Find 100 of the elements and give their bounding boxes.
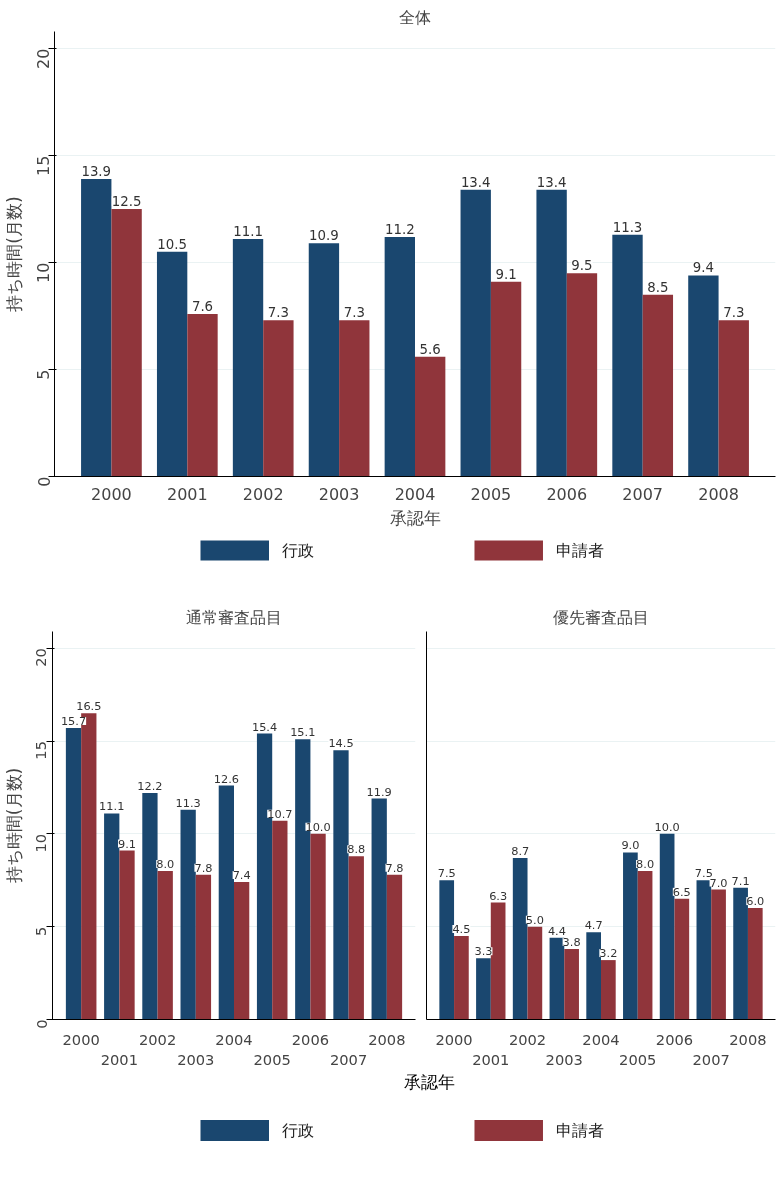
x-tick-label: 2008 — [729, 1030, 767, 1048]
chart-title: 優先審査品目 — [553, 607, 649, 627]
bar — [659, 833, 675, 1020]
data-label: 9.5 — [571, 258, 593, 274]
data-label: 7.3 — [267, 305, 289, 321]
data-label: 12.2 — [137, 779, 163, 794]
data-label: 16.5 — [76, 699, 102, 714]
y-axis-title: 持ち時間(月数) — [3, 196, 24, 312]
bar — [674, 898, 690, 1020]
data-label: 7.4 — [232, 868, 251, 883]
bar — [711, 889, 726, 1020]
data-label: 7.3 — [343, 305, 365, 321]
bar — [733, 887, 748, 1020]
x-tick-label: 2006 — [291, 1030, 330, 1048]
x-axis-title: 承認年 — [403, 1072, 455, 1092]
data-label: 13.9 — [81, 164, 112, 180]
data-label: 8.8 — [347, 842, 366, 857]
data-label: 9.4 — [692, 260, 715, 276]
y-tick-label: 20 — [32, 648, 50, 667]
x-tick-label: 2005 — [470, 484, 512, 504]
x-tick-label: 2001 — [100, 1050, 139, 1068]
data-label: 3.2 — [599, 946, 618, 961]
data-label: 7.5 — [694, 866, 713, 881]
x-tick-label: 2003 — [318, 484, 360, 504]
x-tick-label: 2000 — [435, 1030, 473, 1048]
data-label: 8.0 — [636, 856, 655, 871]
data-label: 10.0 — [305, 819, 331, 834]
x-tick-label: 2000 — [62, 1030, 100, 1048]
data-label: 11.3 — [612, 219, 643, 235]
x-tick-label: 2002 — [242, 484, 284, 504]
data-label: 15.1 — [290, 725, 316, 740]
data-label: 13.4 — [536, 174, 567, 190]
data-label: 12.6 — [213, 771, 239, 786]
bar — [476, 958, 491, 1020]
y-tick-label: 15 — [32, 741, 50, 760]
x-tick-label: 2000 — [91, 484, 132, 504]
data-label: 4.7 — [584, 918, 603, 933]
bar — [586, 932, 601, 1020]
y-tick-label: 0 — [32, 1019, 50, 1029]
data-label: 3.3 — [474, 944, 493, 959]
data-label: 9.1 — [118, 836, 137, 851]
y-tick-label: 5 — [32, 926, 50, 936]
legend-label: 申請者 — [555, 1121, 604, 1140]
x-tick-label: 2003 — [545, 1050, 583, 1068]
data-label: 7.1 — [731, 873, 750, 888]
x-axis-title: 承認年 — [389, 507, 441, 528]
data-label: 4.5 — [452, 921, 471, 936]
legend-label: 申請者 — [555, 541, 604, 560]
data-label: 8.7 — [511, 843, 530, 858]
data-label: 9.0 — [621, 838, 640, 853]
bar — [439, 880, 455, 1020]
bar — [454, 935, 469, 1020]
x-tick-label: 2003 — [177, 1050, 215, 1068]
data-label: 15.7 — [60, 714, 87, 729]
bar — [696, 880, 712, 1020]
data-label: 8.5 — [647, 279, 669, 295]
data-label: 6.0 — [746, 894, 765, 909]
y-axis-title: 持ち時間(月数) — [3, 767, 24, 884]
y-tick-label: 5 — [34, 369, 54, 380]
y-tick-label: 10 — [32, 833, 50, 853]
x-tick-label: 2002 — [508, 1030, 547, 1048]
y-tick-label: 10 — [34, 262, 54, 283]
bar — [564, 948, 579, 1020]
x-tick-label: 2002 — [138, 1030, 177, 1048]
data-label: 10.0 — [654, 819, 680, 834]
data-label: 15.4 — [251, 719, 278, 734]
x-tick-label: 2008 — [698, 484, 739, 504]
bar — [747, 908, 763, 1020]
data-label: 9.1 — [495, 266, 517, 282]
bar — [490, 902, 506, 1020]
data-label: 7.3 — [723, 305, 745, 321]
data-label: 13.4 — [460, 174, 491, 190]
chart-title: 通常審査品目 — [186, 607, 282, 627]
bar — [601, 960, 616, 1020]
x-tick-label: 2007 — [329, 1050, 368, 1068]
x-tick-label: 2004 — [582, 1030, 620, 1048]
data-label: 11.9 — [366, 784, 392, 799]
data-label: 11.1 — [233, 224, 263, 240]
data-label: 5.0 — [525, 912, 544, 927]
x-tick-label: 2004 — [215, 1030, 253, 1048]
y-tick-label: 0 — [34, 476, 54, 487]
data-label: 14.5 — [328, 736, 354, 751]
chart-title: 全体 — [399, 7, 431, 27]
data-label: 7.6 — [191, 298, 214, 314]
y-tick-label: 15 — [34, 155, 54, 176]
data-label: 11.3 — [175, 795, 201, 810]
bar — [512, 857, 528, 1020]
x-tick-label: 2007 — [692, 1050, 730, 1068]
x-tick-label: 2006 — [655, 1030, 694, 1048]
x-tick-label: 2005 — [253, 1050, 291, 1068]
data-label: 5.6 — [419, 341, 441, 357]
x-tick-label: 2005 — [619, 1050, 657, 1068]
data-label: 10.7 — [267, 806, 293, 821]
data-label: 7.5 — [437, 866, 456, 881]
bar — [637, 870, 653, 1020]
data-label: 11.2 — [384, 221, 415, 237]
legend-label: 行政 — [281, 541, 314, 560]
x-tick-label: 2006 — [546, 484, 588, 504]
bar — [623, 852, 638, 1020]
bar — [527, 926, 543, 1020]
